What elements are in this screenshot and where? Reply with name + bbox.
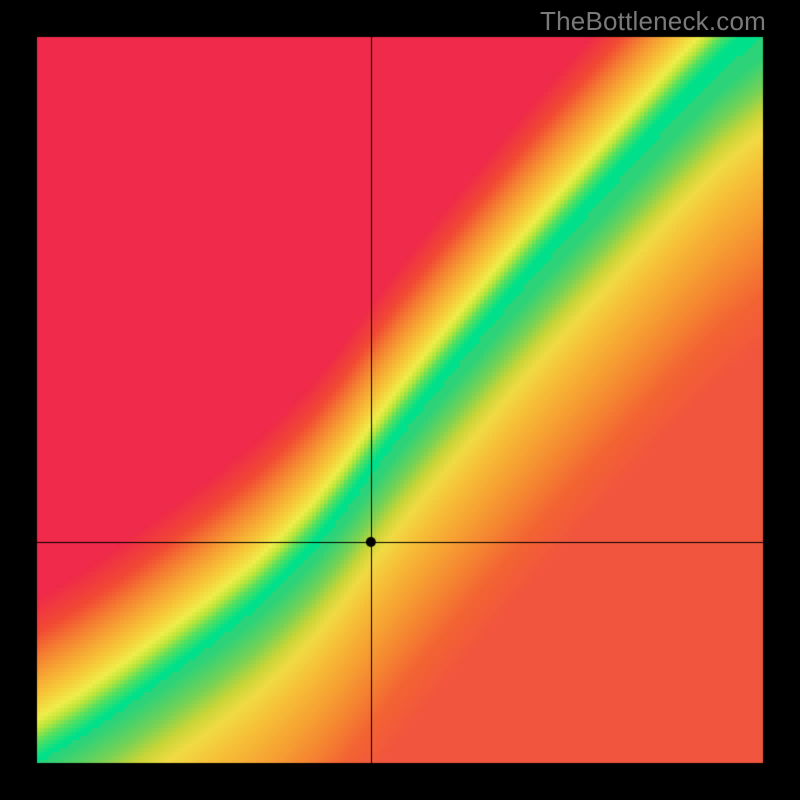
bottleneck-heatmap-canvas [0,0,800,800]
watermark-text: TheBottleneck.com [540,6,766,37]
